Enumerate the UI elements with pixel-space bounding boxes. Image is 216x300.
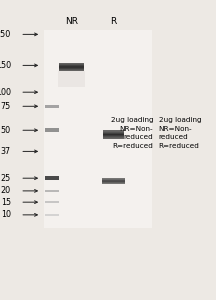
Text: 25: 25 (1, 174, 11, 183)
Text: 15: 15 (1, 198, 11, 207)
Text: 100: 100 (0, 88, 11, 97)
Text: 50: 50 (1, 126, 11, 135)
Bar (59, 63, 84, 71)
Bar (102, 178, 125, 184)
Bar (46, 176, 59, 181)
Text: 20: 20 (1, 186, 11, 195)
Bar (46, 128, 59, 132)
Text: NR: NR (65, 17, 78, 26)
Text: 10: 10 (1, 210, 11, 219)
Text: 2ug loading
NR=Non-
reduced
R=reduced: 2ug loading NR=Non- reduced R=reduced (159, 117, 201, 149)
Bar (46, 214, 59, 216)
Text: 37: 37 (1, 147, 11, 156)
Bar (46, 190, 59, 192)
Bar (44, 30, 152, 227)
Text: 75: 75 (1, 102, 11, 111)
Text: 2ug loading
NR=Non-
reduced
R=reduced: 2ug loading NR=Non- reduced R=reduced (111, 117, 153, 149)
Text: 150: 150 (0, 61, 11, 70)
Bar (46, 105, 59, 108)
Bar (103, 130, 124, 139)
Bar (58, 71, 85, 86)
Bar (46, 201, 59, 203)
Text: R: R (110, 17, 117, 26)
Text: 250: 250 (0, 30, 11, 39)
